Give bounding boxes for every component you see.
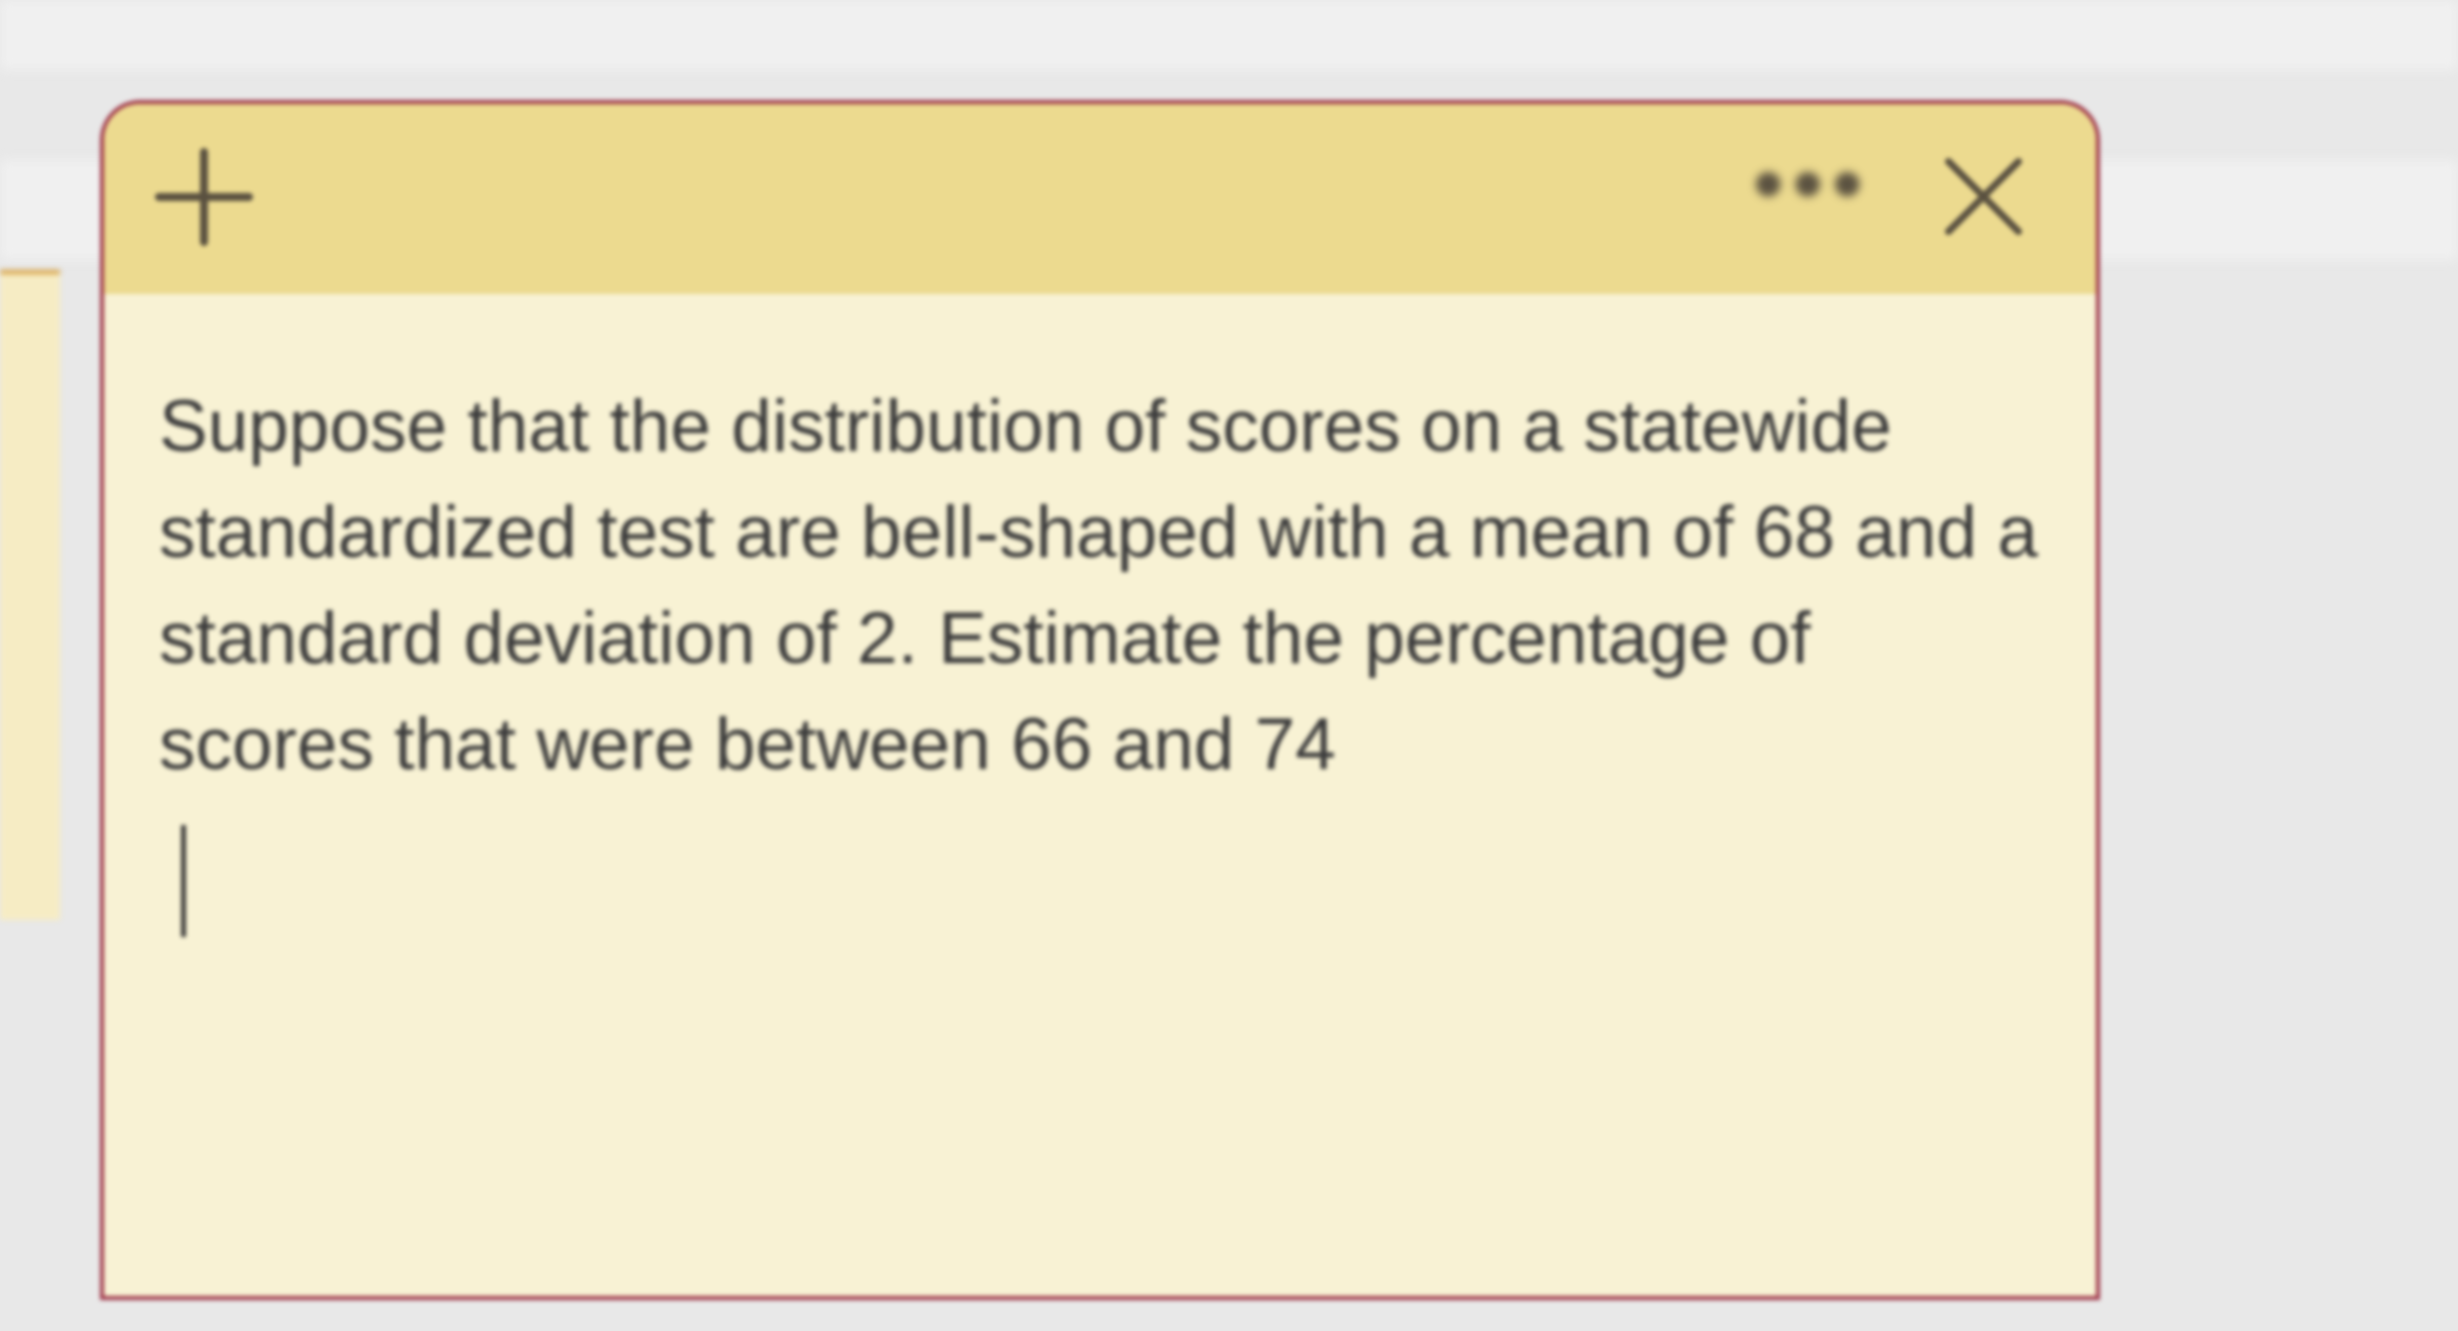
plus-icon[interactable] xyxy=(144,137,264,262)
sticky-note-window: ••• Suppose that the distribution of sco… xyxy=(100,100,2100,1300)
note-header: ••• xyxy=(104,104,2096,294)
header-right-group: ••• xyxy=(1752,139,2036,259)
header-left-group xyxy=(144,137,264,262)
note-body[interactable]: Suppose that the distribution of scores … xyxy=(104,294,2096,1296)
more-icon[interactable]: ••• xyxy=(1752,139,1871,259)
close-icon[interactable] xyxy=(1931,144,2036,254)
note-text: Suppose that the distribution of scores … xyxy=(159,374,2041,797)
adjacent-note-sliver xyxy=(0,270,60,920)
text-cursor xyxy=(181,825,186,937)
background-band-top xyxy=(0,0,2458,70)
